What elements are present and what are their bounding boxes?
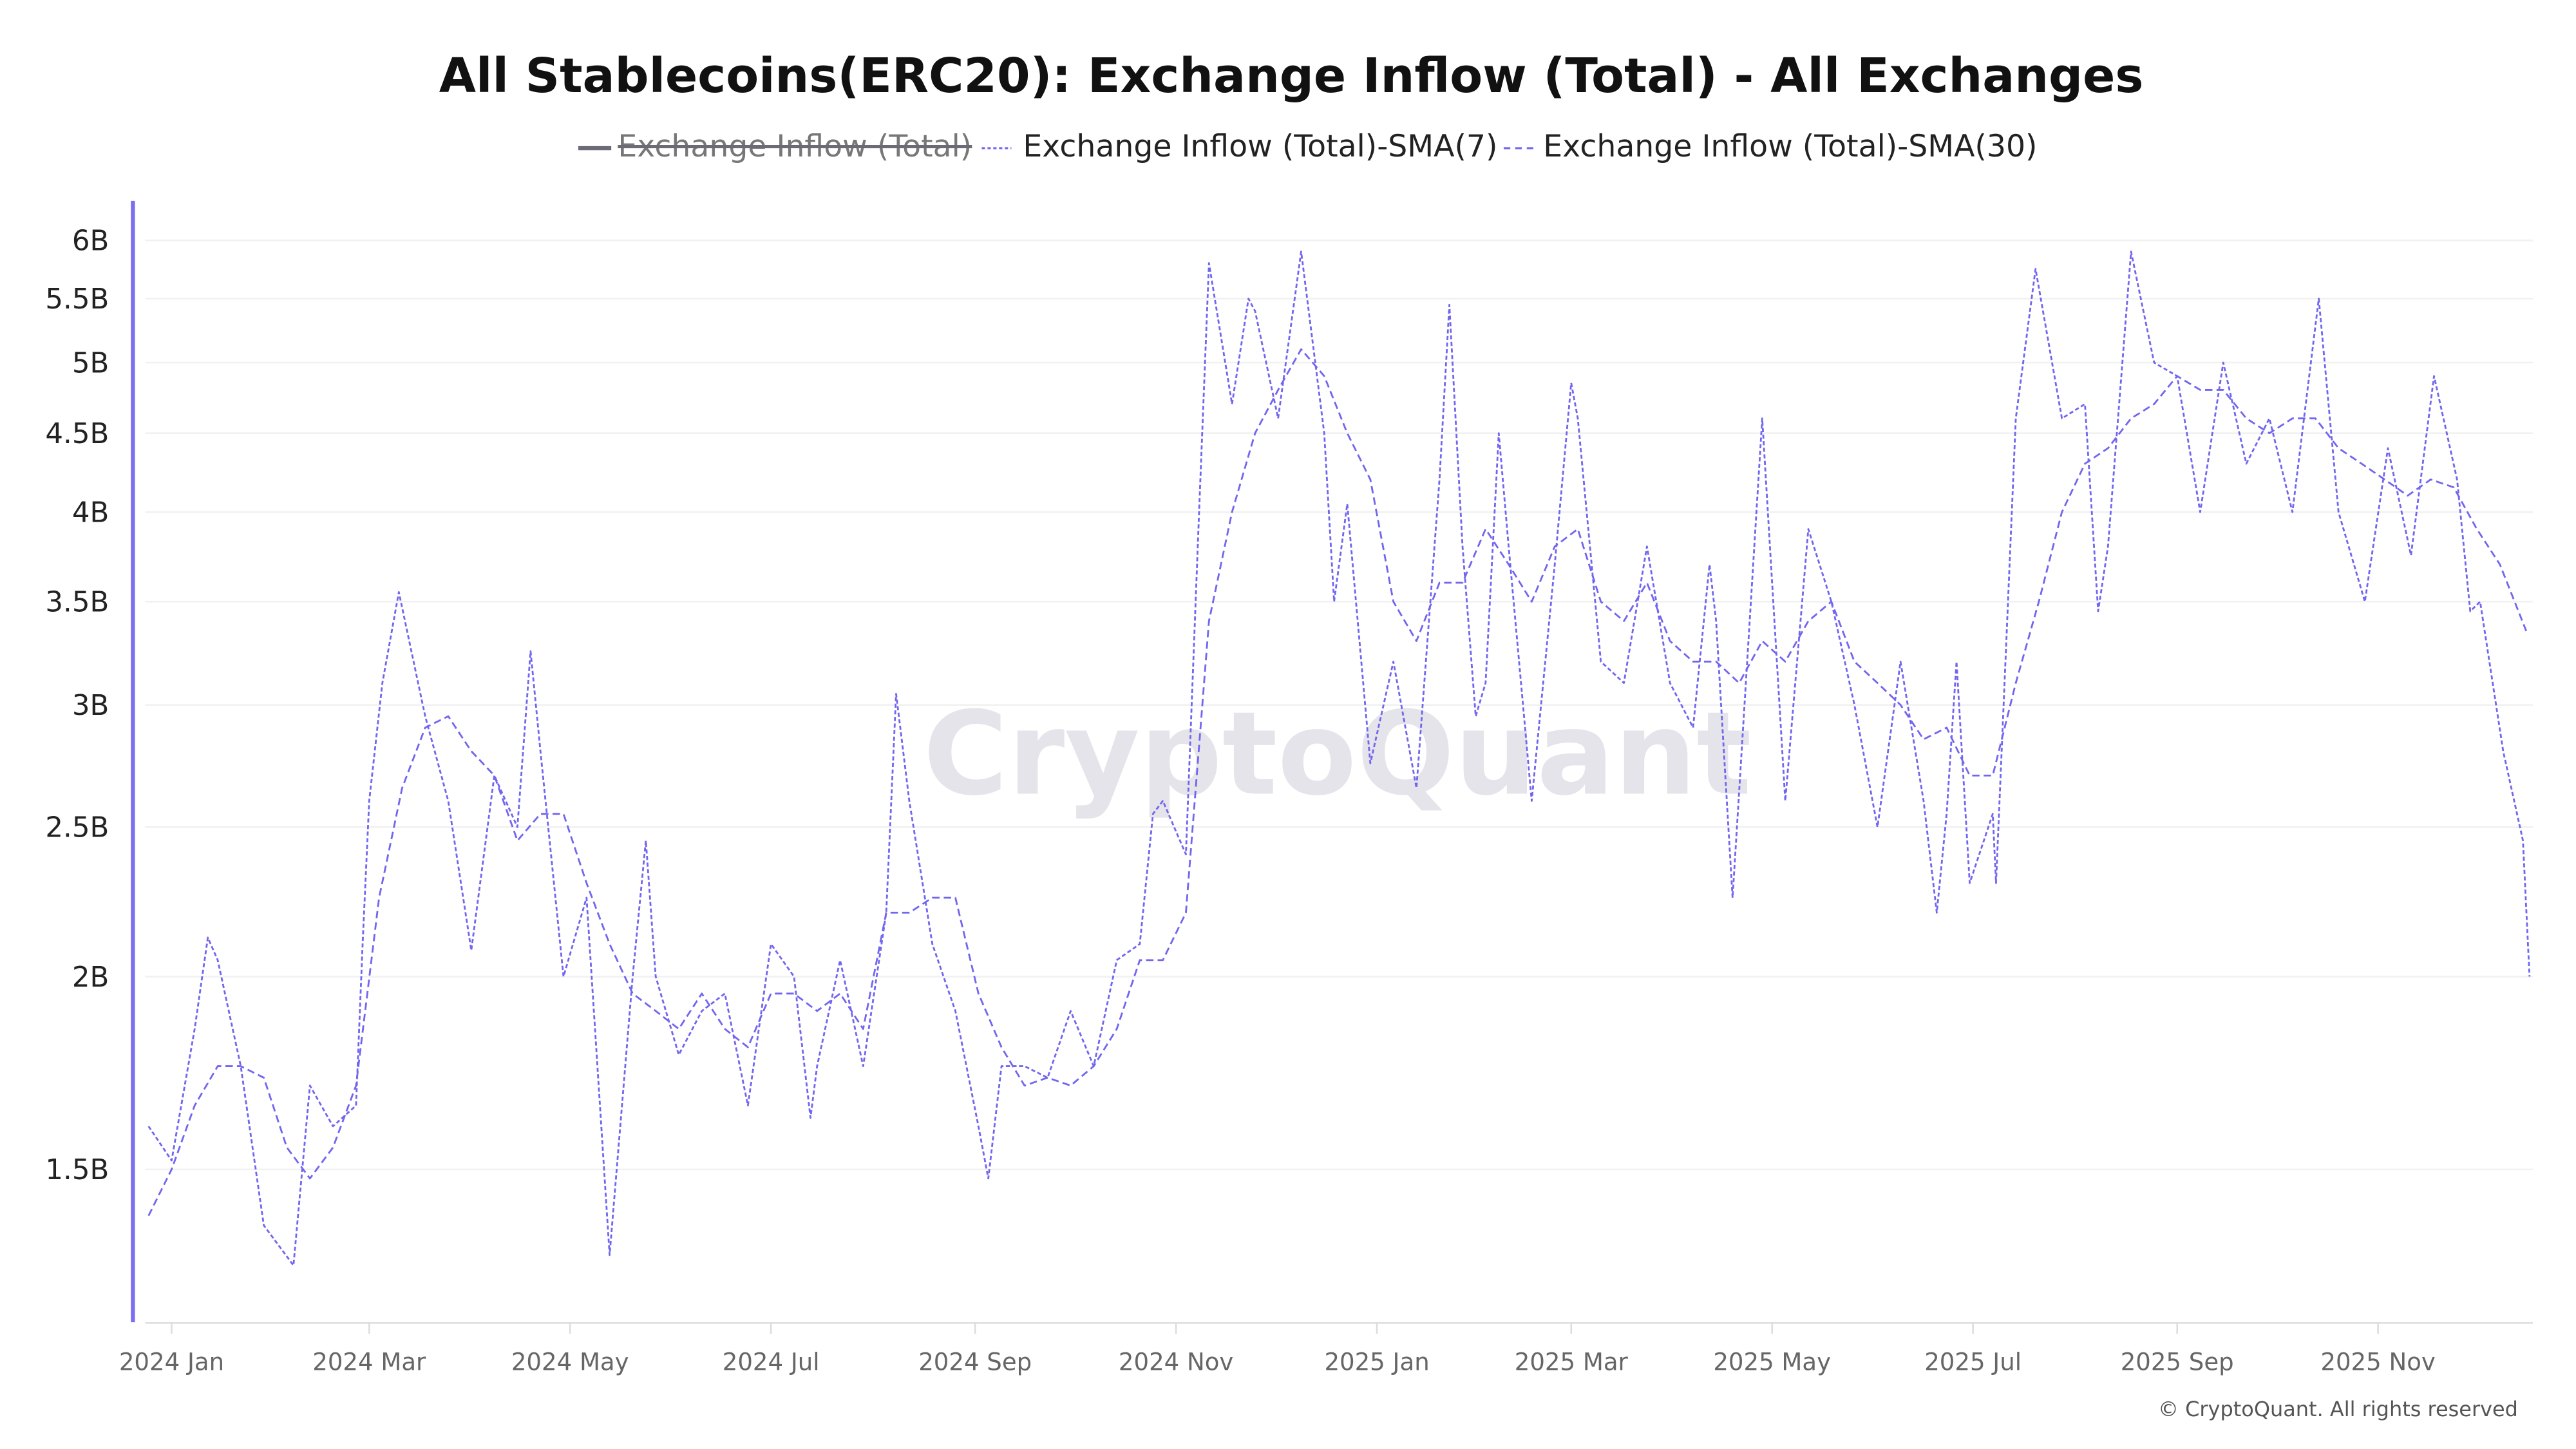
x-tick-label: 2024 Sep: [918, 1348, 1032, 1376]
series-line-sma7: [147, 251, 2531, 1267]
legend: Exchange Inflow (Total) Exchange Inflow …: [578, 129, 2038, 164]
x-tick-label: 2025 Jul: [1924, 1348, 2022, 1376]
legend-item-exchange-inflow[interactable]: Exchange Inflow (Total): [578, 129, 972, 164]
x-axis-labels: 2024 Jan 2024 Mar 2024 May 2024 Jul 2024 Sep…: [119, 1322, 2436, 1376]
chart-title: All Stablecoins(ERC20): Exchange Inflow …: [439, 48, 2144, 104]
x-tick-label: 2024 May: [511, 1348, 629, 1376]
x-tick-label: 2025 May: [1713, 1348, 1831, 1376]
y-axis-labels: 6B 5.5B 5B 4.5B 4B 3.5B 3B 2.5B 2B 1.5B: [45, 225, 109, 1187]
legend-label: Exchange Inflow (Total)-SMA(30): [1543, 129, 2037, 164]
x-tick-label: 2024 Mar: [312, 1348, 426, 1376]
legend-item-sma7[interactable]: Exchange Inflow (Total)-SMA(7): [981, 129, 1497, 164]
series-line-sma30: [147, 348, 2528, 1217]
y-tick-label: 5.5B: [45, 283, 109, 316]
x-tick-label: 2025 Mar: [1515, 1348, 1629, 1376]
copyright-footer: © CryptoQuant. All rights reserved: [2158, 1397, 2518, 1421]
legend-label: Exchange Inflow (Total)-SMA(7): [1023, 129, 1497, 164]
y-tick-label: 4B: [72, 497, 109, 529]
x-tick-label: 2024 Nov: [1119, 1348, 1233, 1376]
y-tick-label: 3.5B: [45, 587, 109, 619]
x-tick-label: 2024 Jul: [723, 1348, 820, 1376]
legend-item-sma30[interactable]: Exchange Inflow (Total)-SMA(30): [1503, 129, 2038, 164]
x-tick-label: 2025 Nov: [2320, 1348, 2435, 1376]
x-tick-label: 2024 Jan: [119, 1348, 224, 1376]
y-tick-label: 5B: [72, 347, 109, 379]
series-lines: [147, 251, 2531, 1267]
x-tick-label: 2025 Sep: [2121, 1348, 2234, 1376]
y-tick-label: 2.5B: [45, 812, 109, 844]
y-tick-label: 1.5B: [45, 1154, 109, 1186]
y-tick-label: 3B: [72, 690, 109, 722]
y-tick-label: 2B: [72, 961, 109, 994]
y-tick-label: 6B: [72, 225, 109, 258]
watermark: CryptoQuant: [923, 687, 1752, 821]
gridlines: [145, 240, 2533, 1171]
y-tick-label: 4.5B: [45, 418, 109, 450]
x-tick-label: 2025 Jan: [1324, 1348, 1429, 1376]
